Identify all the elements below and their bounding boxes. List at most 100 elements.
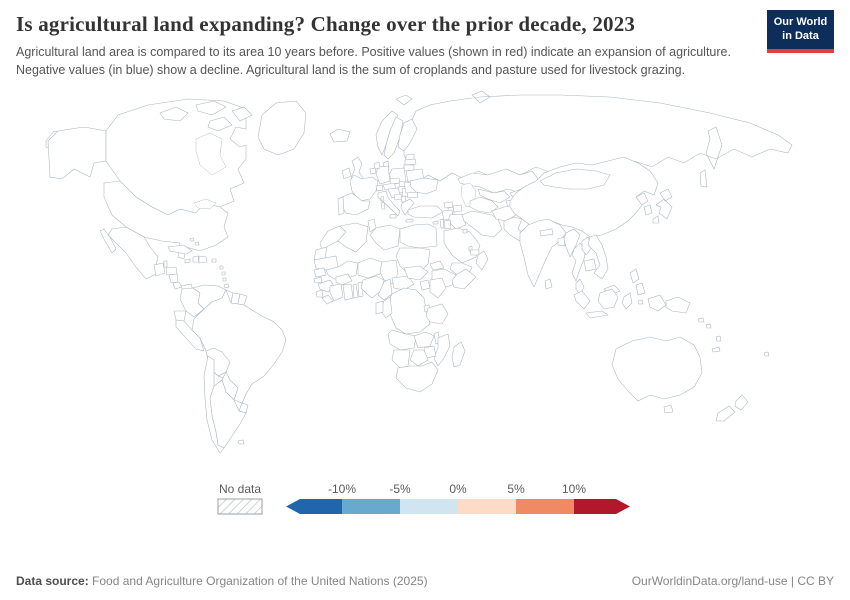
country-new-zealand[interactable] (715, 394, 749, 421)
country-uganda[interactable] (419, 279, 431, 290)
country-france[interactable] (349, 174, 379, 201)
country-uzbekistan[interactable] (477, 188, 511, 203)
country-trinidad[interactable] (223, 283, 230, 288)
country-central-african-republic[interactable] (391, 275, 415, 290)
country-libya[interactable] (369, 224, 401, 250)
country-cote-divoire[interactable] (329, 283, 344, 301)
country-latvia[interactable] (404, 158, 417, 165)
country-madagascar[interactable] (451, 341, 466, 367)
country-saudi-arabia[interactable] (443, 227, 481, 263)
country-canada-arctic-islands[interactable] (159, 100, 253, 131)
country-cyprus[interactable] (432, 220, 439, 224)
legend-segment-p10[interactable] (516, 498, 574, 514)
country-jamaica[interactable] (184, 258, 191, 263)
country-angola[interactable] (387, 329, 417, 350)
country-svalbard[interactable] (395, 94, 413, 105)
country-togo[interactable] (352, 283, 359, 298)
country-vietnam[interactable] (587, 234, 609, 279)
country-tanzania[interactable] (425, 303, 449, 324)
country-nepal[interactable] (539, 228, 554, 236)
country-italy[interactable] (377, 190, 401, 218)
country-finland[interactable] (397, 118, 418, 151)
country-ecuador[interactable] (173, 310, 187, 321)
country-nicaragua[interactable] (168, 273, 179, 283)
country-guatemala[interactable] (153, 262, 166, 276)
country-japan[interactable] (652, 188, 673, 223)
country-peru[interactable] (175, 319, 205, 351)
country-oman[interactable] (475, 250, 489, 270)
country-alaska[interactable] (47, 126, 107, 179)
country-niger[interactable] (357, 257, 383, 278)
country-fiji[interactable] (763, 351, 770, 356)
country-greece[interactable] (400, 198, 415, 222)
country-haiti[interactable] (192, 255, 200, 262)
country-czechia[interactable] (389, 177, 401, 184)
country-chile[interactable] (203, 355, 225, 453)
country-south-africa[interactable] (395, 361, 439, 392)
legend-segment-m10[interactable] (286, 498, 342, 514)
country-nigeria[interactable] (360, 275, 385, 298)
country-dominican-republic[interactable] (198, 255, 208, 263)
country-ghana[interactable] (342, 283, 354, 300)
country-north-korea[interactable] (635, 192, 649, 205)
country-cameroon[interactable] (377, 278, 393, 300)
country-egypt[interactable] (399, 223, 438, 248)
country-turkmenistan[interactable] (469, 196, 499, 213)
country-solomon-islands[interactable] (697, 317, 712, 328)
country-botswana[interactable] (409, 349, 429, 366)
country-germany[interactable] (375, 165, 391, 184)
country-belize[interactable] (163, 260, 168, 267)
country-honduras[interactable] (165, 266, 178, 275)
country-sierra-leone[interactable] (315, 289, 324, 297)
country-falklands[interactable] (237, 439, 245, 444)
country-indonesia[interactable] (573, 288, 667, 318)
country-myanmar[interactable] (563, 228, 581, 258)
country-mongolia[interactable] (539, 168, 611, 189)
country-mali[interactable] (325, 260, 359, 279)
country-south-korea[interactable] (643, 204, 653, 215)
country-greenland[interactable] (257, 100, 307, 155)
legend-segment-m0[interactable] (400, 498, 458, 514)
legend-segment-p10plus[interactable] (574, 498, 630, 514)
country-iran[interactable] (461, 210, 503, 237)
country-new-caledonia[interactable] (711, 346, 721, 352)
country-puerto-rico[interactable] (211, 258, 217, 262)
country-algeria[interactable] (337, 222, 369, 252)
country-bangladesh[interactable] (557, 236, 566, 246)
country-ireland[interactable] (341, 167, 352, 179)
country-namibia[interactable] (391, 349, 411, 368)
country-switzerland[interactable] (375, 184, 384, 191)
country-ukraine[interactable] (409, 177, 439, 194)
country-sri-lanka[interactable] (544, 278, 553, 289)
country-philippines[interactable] (629, 268, 646, 295)
country-drc[interactable] (387, 287, 431, 334)
country-belgium[interactable] (369, 167, 377, 174)
country-somalia[interactable] (451, 268, 477, 289)
country-netherlands[interactable] (373, 161, 381, 169)
country-azerbaijan[interactable] (452, 204, 463, 212)
country-papua-new-guinea[interactable] (665, 296, 691, 313)
country-costa-rica[interactable] (172, 281, 183, 289)
country-turkey[interactable] (407, 205, 444, 218)
country-senegal[interactable] (313, 267, 327, 277)
country-norway[interactable] (375, 110, 399, 156)
country-guinea-bissau[interactable] (313, 276, 323, 283)
country-india[interactable] (519, 218, 567, 288)
country-lesser-antilles[interactable] (219, 265, 227, 281)
country-mozambique[interactable] (433, 333, 451, 367)
country-kenya[interactable] (429, 277, 447, 298)
country-zambia[interactable] (413, 331, 435, 348)
country-sweden[interactable] (383, 116, 404, 159)
country-vanuatu[interactable] (715, 335, 722, 341)
country-kuwait[interactable] (462, 228, 468, 233)
country-jordan[interactable] (443, 219, 452, 229)
legend-segment-m5[interactable] (342, 498, 400, 514)
country-russia[interactable] (403, 90, 793, 187)
legend-segment-p5[interactable] (458, 498, 516, 514)
country-cambodia[interactable] (583, 258, 597, 271)
country-portugal[interactable] (337, 196, 345, 215)
country-uae[interactable] (469, 249, 480, 255)
country-south-sudan[interactable] (403, 265, 429, 280)
country-burkina-faso[interactable] (335, 273, 353, 285)
country-afghanistan[interactable] (491, 204, 517, 221)
